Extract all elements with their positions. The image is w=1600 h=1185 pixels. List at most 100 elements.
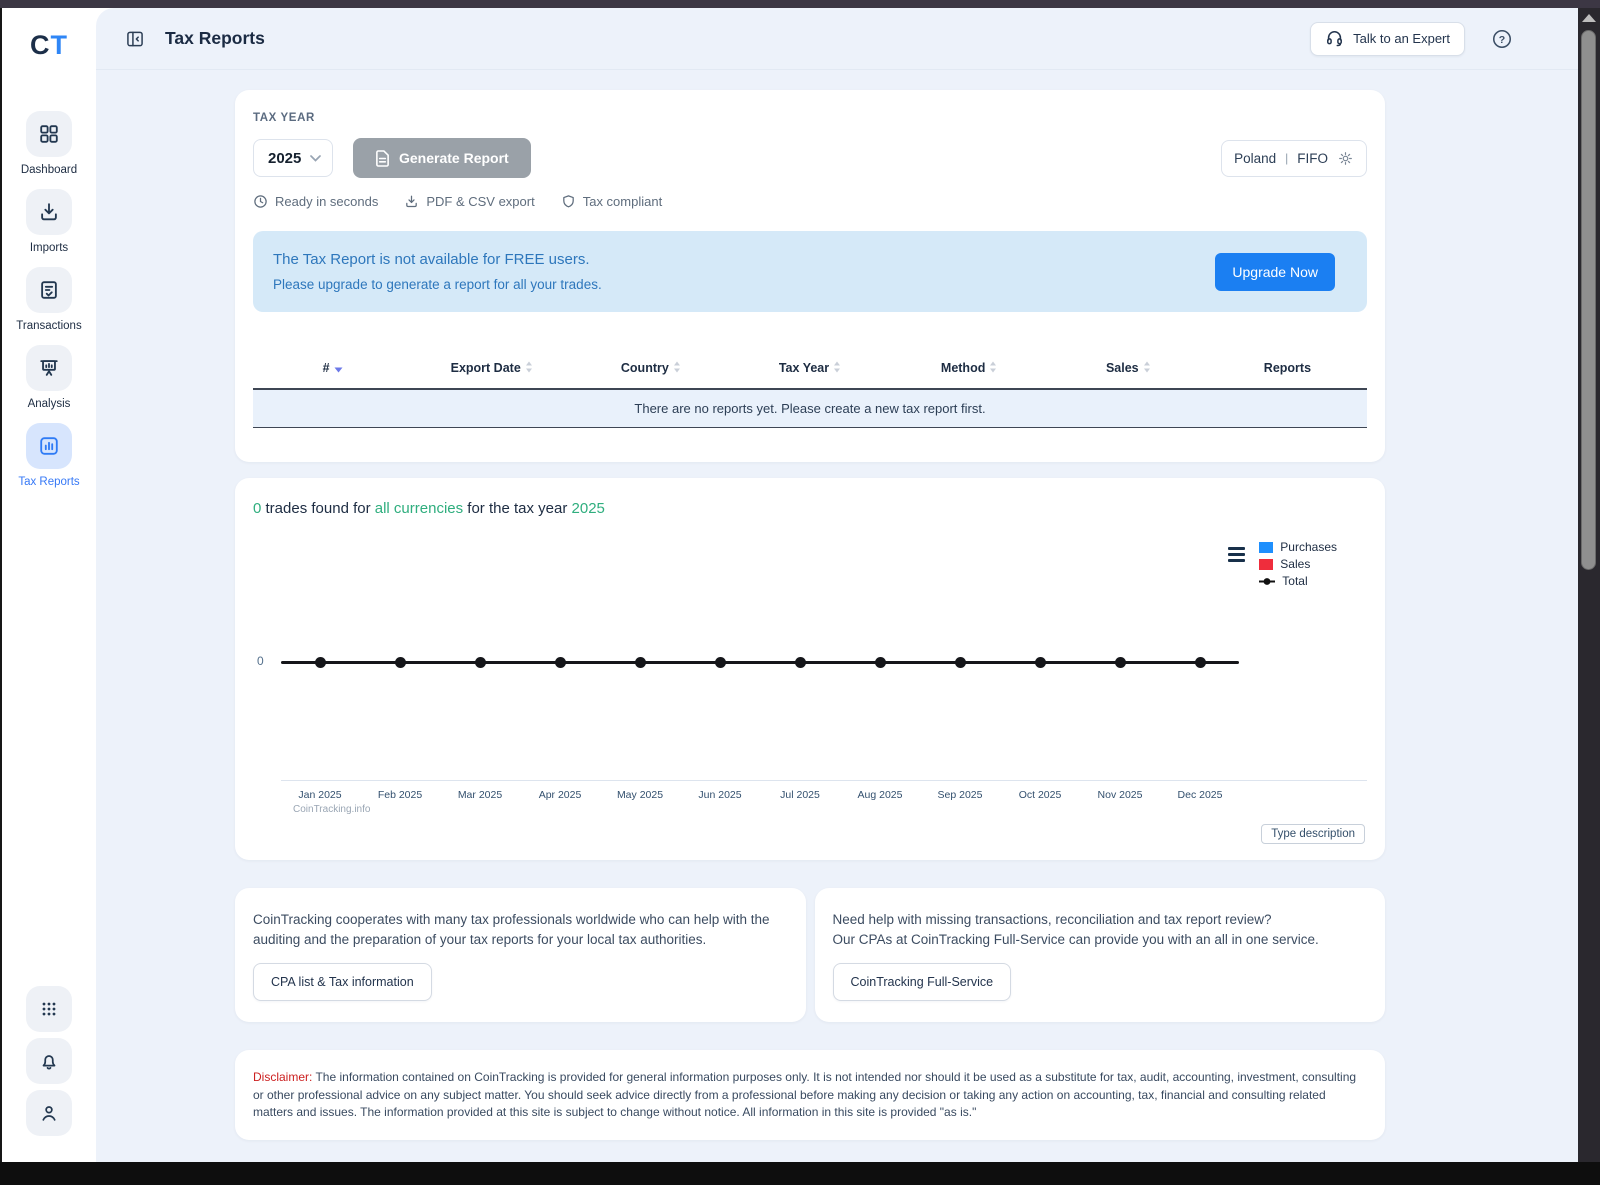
- column-header-tax-year[interactable]: Tax Year: [730, 348, 890, 390]
- full-service-card: Need help with missing transactions, rec…: [814, 888, 1385, 1022]
- x-tick-label: Mar 2025: [457, 789, 503, 801]
- column-header-sales[interactable]: Sales: [1048, 348, 1208, 390]
- data-point[interactable]: [475, 657, 486, 668]
- data-point[interactable]: [555, 657, 566, 668]
- x-tick-label: Sep 2025: [937, 789, 983, 801]
- y-axis-tick: 0: [257, 654, 264, 668]
- headset-icon: [1327, 31, 1343, 47]
- help-button[interactable]: ?: [1491, 28, 1513, 50]
- page-title: Tax Reports: [165, 28, 265, 48]
- banner-line2: Please upgrade to generate a report for …: [273, 277, 602, 292]
- talk-to-expert-button[interactable]: Talk to an Expert: [1310, 21, 1465, 56]
- column-header-country[interactable]: Country: [571, 348, 731, 390]
- data-point[interactable]: [715, 657, 726, 668]
- disclaimer-card: Disclaimer: The information contained on…: [235, 1050, 1385, 1140]
- chart-plot-area: 0 Jan 2025 Feb 2025: [257, 544, 1367, 844]
- account-button[interactable]: [26, 1090, 72, 1136]
- generate-report-button[interactable]: Generate Report: [353, 138, 531, 178]
- svg-text:?: ?: [1499, 33, 1505, 45]
- sidebar-item-imports[interactable]: Imports: [26, 189, 72, 254]
- chevron-down-icon: [310, 154, 321, 162]
- sidebar: CT Dashboard Imports Transactions Analys…: [2, 8, 96, 1162]
- sort-desc-icon: [334, 367, 343, 373]
- sort-icon: [525, 361, 532, 373]
- sidebar-item-transactions[interactable]: Transactions: [16, 267, 82, 332]
- column-header-export-date[interactable]: Export Date: [412, 348, 572, 390]
- app-window: CT Dashboard Imports Transactions Analys…: [0, 8, 1578, 1162]
- data-point[interactable]: [635, 657, 646, 668]
- shield-icon: [562, 195, 574, 208]
- browser-top-strip: [0, 0, 1600, 8]
- legend-item-total[interactable]: Total: [1259, 574, 1337, 588]
- transactions-checklist-icon: [26, 267, 72, 313]
- help-icon: ?: [1492, 29, 1512, 48]
- banner-line1: The Tax Report is not available for FREE…: [273, 251, 590, 268]
- dashboard-grid-icon: [25, 111, 72, 157]
- x-tick-label: Feb 2025: [377, 789, 423, 801]
- apps-grid-icon: [42, 1002, 56, 1016]
- scrollbar-up-arrow[interactable]: [1582, 14, 1596, 22]
- cpa-list-button[interactable]: CPA list & Tax information: [253, 963, 432, 1001]
- feature-export: PDF & CSV export: [404, 194, 535, 209]
- user-icon: [42, 1106, 56, 1121]
- notifications-button[interactable]: [26, 1038, 72, 1084]
- legend-item-purchases[interactable]: Purchases: [1259, 540, 1337, 554]
- column-header-number[interactable]: #: [253, 348, 413, 390]
- disclaimer-text: The information contained on CoinTrackin…: [253, 1070, 1357, 1119]
- disclaimer-label: Disclaimer:: [253, 1070, 313, 1084]
- sort-icon: [1143, 361, 1150, 373]
- column-header-reports: Reports: [1207, 348, 1367, 390]
- country-method-settings[interactable]: Poland | FIFO: [1221, 139, 1367, 177]
- apps-menu-button[interactable]: [26, 986, 72, 1032]
- feature-compliant: Tax compliant: [561, 194, 662, 209]
- full-service-button[interactable]: CoinTracking Full-Service: [832, 963, 1012, 1001]
- full-service-line2: Our CPAs at CoinTracking Full-Service ca…: [832, 931, 1319, 947]
- trades-chart-card: 0 trades found for all currencies for th…: [235, 478, 1385, 860]
- scrollbar-thumb[interactable]: [1581, 30, 1596, 570]
- page-header: Tax Reports Talk to an Expert ?: [96, 8, 1578, 70]
- data-point[interactable]: [1115, 657, 1126, 668]
- sidebar-item-tax-reports[interactable]: Tax Reports: [18, 423, 80, 488]
- x-tick-label: May 2025: [616, 789, 664, 801]
- document-icon: [376, 149, 389, 167]
- column-header-method[interactable]: Method: [889, 348, 1049, 390]
- purchases-swatch: [1259, 541, 1274, 553]
- gear-icon: [1339, 151, 1352, 165]
- bell-icon: [42, 1055, 56, 1070]
- x-tick-label: Jan 2025: [298, 789, 342, 801]
- x-tick-label: Jun 2025: [698, 789, 742, 801]
- total-line-marker: [1259, 577, 1276, 585]
- legend-item-sales[interactable]: Sales: [1259, 557, 1337, 571]
- analysis-presentation-icon: [26, 345, 72, 391]
- reports-table: # Export Date Country Tax Year Method Sa…: [253, 348, 1367, 428]
- sales-swatch: [1259, 558, 1274, 570]
- tax-year-select[interactable]: 2025: [253, 139, 333, 177]
- data-point[interactable]: [395, 657, 406, 668]
- sidebar-item-analysis[interactable]: Analysis: [26, 345, 72, 410]
- data-point[interactable]: [315, 657, 326, 668]
- collapse-sidebar-button[interactable]: [125, 29, 145, 49]
- x-tick-label: Jul 2025: [780, 789, 820, 801]
- chart-legend: Purchases Sales Total: [1259, 540, 1337, 591]
- sort-icon: [990, 361, 997, 373]
- data-point[interactable]: [955, 657, 966, 668]
- data-point[interactable]: [1035, 657, 1046, 668]
- feature-ready: Ready in seconds: [253, 194, 378, 209]
- data-point[interactable]: [875, 657, 886, 668]
- cointracking-logo[interactable]: CT: [30, 30, 68, 60]
- chart-menu-button[interactable]: [1228, 547, 1245, 565]
- cointracking-watermark: CoinTracking.info: [293, 804, 371, 815]
- sidebar-item-dashboard[interactable]: Dashboard: [21, 111, 77, 176]
- data-point[interactable]: [1195, 657, 1206, 668]
- x-tick-label: Aug 2025: [857, 789, 903, 801]
- empty-state-message: There are no reports yet. Please create …: [253, 389, 1367, 428]
- main-panel: Tax Reports Talk to an Expert ? TAX YEAR…: [96, 8, 1578, 1162]
- upgrade-now-button[interactable]: Upgrade Now: [1215, 252, 1335, 291]
- browser-bottom-strip: [0, 1162, 1600, 1185]
- type-description-button[interactable]: Type description: [1261, 824, 1365, 844]
- browser-scrollbar[interactable]: [1578, 8, 1600, 1162]
- x-tick-label: Apr 2025: [538, 789, 582, 801]
- cpa-info-text: CoinTracking cooperates with many tax pr…: [253, 912, 770, 947]
- data-point[interactable]: [795, 657, 806, 668]
- full-service-line1: Need help with missing transactions, rec…: [832, 912, 1272, 927]
